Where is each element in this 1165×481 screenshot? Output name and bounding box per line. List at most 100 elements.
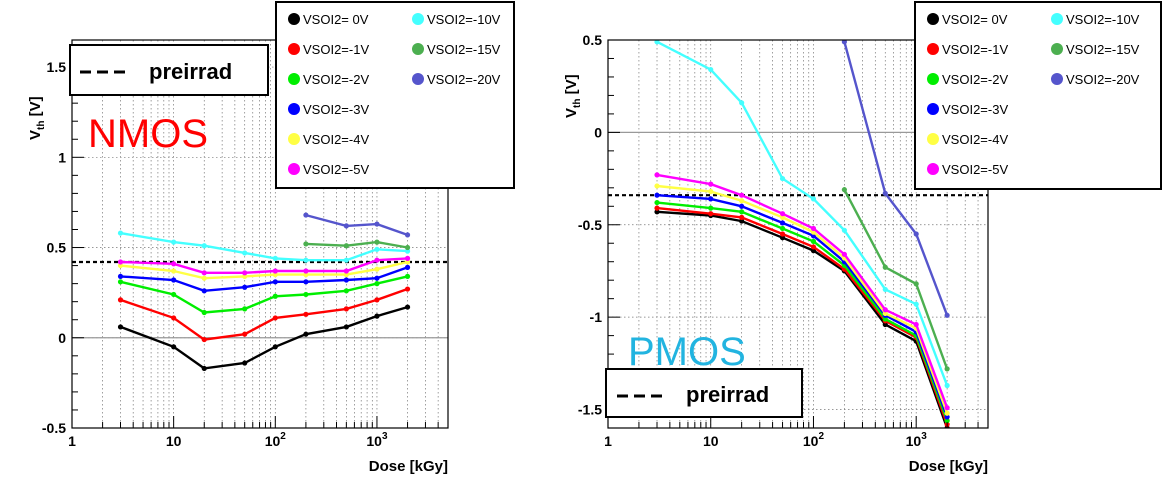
nmos-preirrad-legend: preirrad [69, 44, 269, 96]
data-point [944, 405, 950, 411]
data-point [779, 231, 786, 237]
data-point [242, 331, 248, 337]
data-point [272, 272, 278, 278]
data-point [739, 203, 745, 209]
legend-marker [412, 43, 424, 55]
data-point [404, 244, 411, 251]
legend-box [914, 1, 1162, 190]
data-point [117, 273, 124, 280]
data-point [171, 291, 177, 298]
data-point [404, 304, 411, 310]
data-point [841, 251, 847, 257]
legend-entry: VSOI2=-4V [942, 132, 1008, 147]
data-point [201, 309, 207, 316]
y-tick-label: -0.5 [578, 217, 602, 233]
data-point [303, 331, 309, 337]
y-tick-label: 0 [594, 124, 602, 140]
legend-entry: VSOI2=-1V [303, 42, 369, 57]
pmos-preirrad-legend: preirrad [605, 368, 803, 418]
data-point [272, 255, 278, 261]
data-point [374, 297, 380, 303]
data-point [374, 246, 380, 252]
data-point [242, 284, 248, 290]
data-point [913, 281, 919, 287]
data-point [779, 214, 786, 220]
legend-entry: VSOI2=-2V [942, 72, 1008, 87]
x-tick-label: 103 [906, 431, 928, 449]
data-point [944, 418, 950, 424]
data-point [343, 268, 349, 274]
data-point [303, 272, 309, 278]
data-point [739, 209, 745, 215]
data-point [171, 277, 177, 283]
data-point [374, 239, 380, 245]
data-point [171, 239, 177, 245]
y-tick-label: 1.5 [47, 59, 67, 75]
x-tick-label: 10 [166, 433, 182, 449]
data-point [242, 273, 248, 280]
data-point [343, 257, 349, 263]
legend-entry: VSOI2=-3V [942, 102, 1008, 117]
data-point [810, 248, 817, 254]
data-point [739, 100, 745, 106]
legend-entry: VSOI2= 0V [303, 12, 369, 27]
data-point [841, 187, 847, 193]
data-point [404, 232, 411, 238]
data-point [882, 286, 888, 293]
data-point [944, 366, 950, 372]
data-point [779, 211, 786, 217]
y-tick-label: 0.5 [47, 240, 67, 256]
pmos-y-axis-label: Vth [V] [563, 74, 583, 118]
data-point [944, 382, 950, 389]
data-point [654, 40, 660, 45]
data-point [654, 183, 660, 189]
data-point [708, 196, 714, 202]
nmos-x-axis-label: Dose [kGy] [369, 458, 448, 475]
data-point [739, 198, 745, 204]
data-point [944, 312, 950, 318]
legend-entry: VSOI2=-2V [303, 72, 369, 87]
pmos-legend: VSOI2= 0V VSOI2=-10V VSOI2=-1V VSOI2=-15V VS… [914, 1, 1162, 190]
data-point [708, 188, 714, 195]
data-point [201, 336, 207, 343]
data-point [779, 175, 786, 182]
legend-entry: VSOI2=-5V [942, 162, 1008, 177]
data-point [944, 414, 950, 420]
legend-marker [927, 73, 939, 85]
legend-marker [412, 73, 424, 85]
data-point [913, 301, 919, 307]
legend-entry: VSOI2=-1V [942, 42, 1008, 57]
x-tick-label: 102 [265, 431, 287, 449]
data-point [779, 225, 786, 232]
data-point [201, 270, 207, 276]
data-point [242, 250, 248, 256]
data-point [810, 196, 817, 202]
data-point [374, 266, 380, 272]
legend-entry: VSOI2=-10V [1066, 12, 1140, 27]
data-point [882, 321, 888, 328]
data-point [303, 279, 309, 285]
data-point [171, 268, 177, 274]
legend-marker [1051, 43, 1063, 55]
nmos-tick-labels: 1 10 102 103 -0.5 0 0.5 1 1.5 [42, 59, 388, 449]
data-point [841, 227, 847, 233]
pmos-device-label: PMOS [628, 330, 746, 374]
data-point [303, 257, 309, 263]
legend-marker [288, 73, 300, 85]
data-point [374, 221, 380, 227]
data-point [272, 268, 278, 274]
data-point [404, 264, 411, 270]
data-point [201, 288, 207, 294]
data-point [201, 275, 207, 281]
data-point [201, 243, 207, 249]
series-line [120, 275, 408, 314]
nmos-chart: 1 10 102 103 -0.5 0 0.5 1 1.5 Dose [kGy] Vth [V]… [27, 1, 515, 475]
series-line [305, 240, 408, 249]
data-point [303, 241, 309, 247]
pmos-ticks [607, 39, 989, 429]
legend-marker [288, 13, 300, 25]
pmos-chart: 1 10 102 103 -1.5 -1 -0.5 0 0.5 Dose [kGy] Vth [… [563, 1, 1162, 475]
legend-marker [927, 103, 939, 115]
legend-entry: VSOI2=-3V [303, 102, 369, 117]
data-point [882, 264, 888, 270]
